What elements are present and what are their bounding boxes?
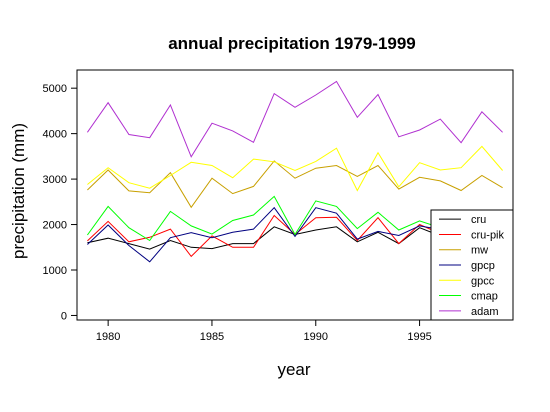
x-tick-label: 1985	[200, 331, 224, 343]
y-axis-label: precipitation (mm)	[9, 123, 28, 259]
x-tick-label: 1995	[407, 331, 431, 343]
y-tick-label: 3000	[43, 174, 67, 186]
x-tick-label: 1980	[96, 331, 120, 343]
legend-label-cru: cru	[471, 214, 486, 226]
series-line-mw	[87, 160, 503, 209]
x-tick-label: 1990	[304, 331, 328, 343]
y-axis: 0 1000 2000 3000 4000 5000	[43, 83, 77, 322]
legend-label-gpcc: gpcc	[471, 275, 495, 287]
legend-label-gpcp: gpcp	[471, 260, 495, 272]
series-line-adam	[86, 80, 503, 158]
plot-frame	[76, 69, 514, 321]
y-tick-label: 5000	[43, 83, 67, 95]
legend-label-adam: adam	[471, 306, 499, 318]
series-line-gpcc	[87, 145, 503, 192]
legend-label-cru-pik: cru-pik	[471, 229, 505, 241]
x-axis-label: year	[277, 360, 310, 379]
y-tick-label: 1000	[43, 265, 67, 277]
x-axis: 1980 1985 1990 1995	[96, 320, 432, 343]
chart-title: annual precipitation 1979-1999	[168, 34, 416, 53]
y-tick-label: 4000	[43, 129, 67, 141]
legend-label-cmap: cmap	[471, 291, 498, 303]
y-tick-label: 2000	[43, 220, 67, 232]
plot-area	[76, 69, 514, 321]
legend: cru cru-pik mw gpcp gpcc cmap adam	[430, 209, 514, 321]
legend-label-mw: mw	[471, 245, 488, 257]
y-tick-label: 0	[61, 310, 67, 322]
